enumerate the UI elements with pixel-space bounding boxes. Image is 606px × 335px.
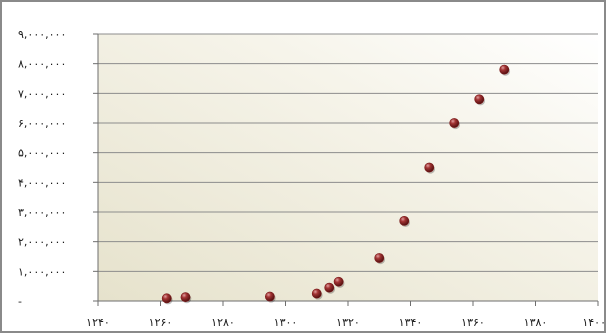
data-point xyxy=(264,291,275,302)
gridlines xyxy=(98,33,598,272)
data-point xyxy=(474,94,485,105)
x-tick-label: ۱۲۸۰ xyxy=(211,316,235,329)
y-tick-label: ۳,۰۰۰,۰۰۰ xyxy=(18,206,66,219)
data-point xyxy=(424,162,435,173)
x-tick-label: ۱۳۶۰ xyxy=(461,316,485,329)
data-point xyxy=(449,118,460,128)
data-point xyxy=(161,293,172,304)
x-tick-label: ۱۳۸۰ xyxy=(524,316,548,329)
data-point xyxy=(180,292,191,303)
y-tick-label: - xyxy=(18,295,22,308)
axes xyxy=(93,33,599,306)
x-tick-label: ۱۳۰۰ xyxy=(274,316,298,329)
x-tick-label: ۱۴۰۰ xyxy=(582,316,606,329)
data-point xyxy=(324,282,335,293)
y-tick-label: ۵,۰۰۰,۰۰۰ xyxy=(18,147,66,160)
x-tick-label: ۱۲۶۰ xyxy=(149,316,173,329)
y-tick-labels: - ۱,۰۰۰,۰۰۰ ۲,۰۰۰,۰۰۰ ۳,۰۰۰,۰۰۰ ۴,۰۰۰,۰۰۰ ۵,۰… xyxy=(18,28,66,308)
y-tick-label: ۱,۰۰۰,۰۰۰ xyxy=(18,265,66,278)
data-point xyxy=(311,288,322,299)
y-tick-label: ۶,۰۰۰,۰۰۰ xyxy=(18,117,66,130)
y-tick-label: ۲,۰۰۰,۰۰۰ xyxy=(18,236,66,249)
x-tick-labels: ۱۲۴۰ ۱۲۶۰ ۱۲۸۰ ۱۳۰۰ ۱۳۲۰ ۱۳۴۰ ۱۳۶۰ ۱۳۸۰ ۱۴۰۰ xyxy=(86,316,606,329)
plot-area xyxy=(98,34,598,301)
data-point xyxy=(374,253,385,263)
x-tick-label: ۱۲۴۰ xyxy=(86,316,110,329)
x-tick-label: ۱۳۴۰ xyxy=(399,316,423,329)
data-point xyxy=(333,276,344,287)
x-tick-label: ۱۳۲۰ xyxy=(336,316,360,329)
data-point xyxy=(499,64,510,75)
data-points xyxy=(161,64,511,305)
y-tick-label: ۴,۰۰۰,۰۰۰ xyxy=(18,176,66,189)
y-tick-label: ۹,۰۰۰,۰۰۰ xyxy=(18,28,66,41)
y-tick-label: ۷,۰۰۰,۰۰۰ xyxy=(18,87,66,100)
data-point xyxy=(399,215,410,226)
y-tick-label: ۸,۰۰۰,۰۰۰ xyxy=(18,58,66,71)
